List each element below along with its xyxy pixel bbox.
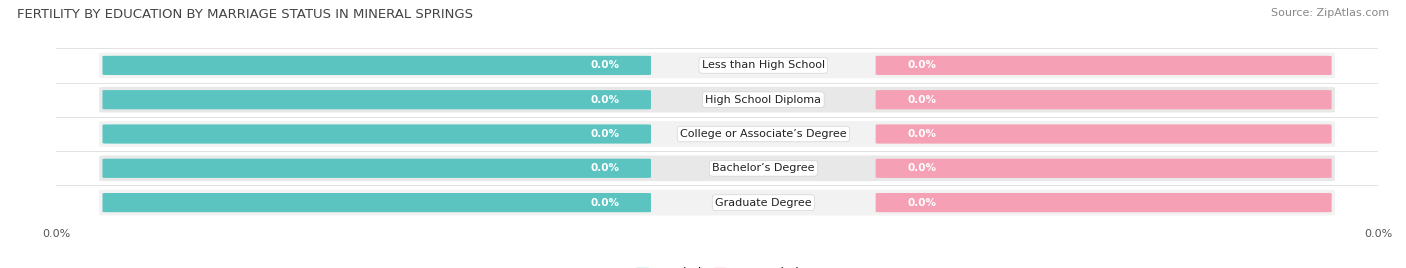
Text: Source: ZipAtlas.com: Source: ZipAtlas.com — [1271, 8, 1389, 18]
FancyBboxPatch shape — [103, 56, 651, 75]
Text: 0.0%: 0.0% — [591, 198, 619, 208]
FancyBboxPatch shape — [876, 124, 1331, 144]
Text: 0.0%: 0.0% — [907, 60, 936, 70]
Text: High School Diploma: High School Diploma — [706, 95, 821, 105]
FancyBboxPatch shape — [103, 124, 651, 144]
Text: 0.0%: 0.0% — [907, 95, 936, 105]
FancyBboxPatch shape — [876, 159, 1331, 178]
Text: 0.0%: 0.0% — [907, 129, 936, 139]
Text: College or Associate’s Degree: College or Associate’s Degree — [681, 129, 846, 139]
Text: 0.0%: 0.0% — [591, 60, 619, 70]
Text: Less than High School: Less than High School — [702, 60, 825, 70]
FancyBboxPatch shape — [103, 159, 651, 178]
Text: FERTILITY BY EDUCATION BY MARRIAGE STATUS IN MINERAL SPRINGS: FERTILITY BY EDUCATION BY MARRIAGE STATU… — [17, 8, 472, 21]
FancyBboxPatch shape — [876, 56, 1331, 75]
FancyBboxPatch shape — [100, 155, 1334, 181]
FancyBboxPatch shape — [876, 193, 1331, 212]
Legend: Married, Unmarried: Married, Unmarried — [631, 262, 803, 268]
FancyBboxPatch shape — [100, 53, 1334, 78]
Text: 0.0%: 0.0% — [907, 198, 936, 208]
Text: Bachelor’s Degree: Bachelor’s Degree — [711, 163, 814, 173]
Text: 0.0%: 0.0% — [907, 163, 936, 173]
Text: 0.0%: 0.0% — [591, 95, 619, 105]
FancyBboxPatch shape — [876, 90, 1331, 109]
Text: Graduate Degree: Graduate Degree — [716, 198, 811, 208]
Text: 0.0%: 0.0% — [591, 163, 619, 173]
FancyBboxPatch shape — [100, 87, 1334, 113]
FancyBboxPatch shape — [100, 121, 1334, 147]
FancyBboxPatch shape — [103, 193, 651, 212]
FancyBboxPatch shape — [100, 190, 1334, 215]
Text: 0.0%: 0.0% — [591, 129, 619, 139]
FancyBboxPatch shape — [103, 90, 651, 109]
